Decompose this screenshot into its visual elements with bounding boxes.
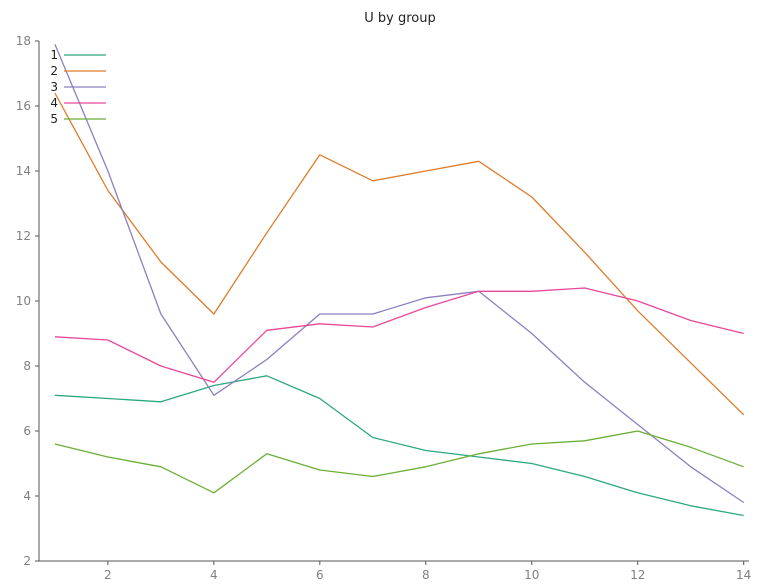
x-tick-label: 10	[524, 568, 539, 582]
series-group	[54, 44, 745, 517]
y-tick-label: 2	[23, 554, 31, 568]
legend-label-1: 1	[50, 48, 58, 62]
y-tick-label: 10	[16, 294, 31, 308]
y-tick-label: 6	[23, 424, 31, 438]
y-tick-label: 18	[16, 34, 31, 48]
legend-label-3: 3	[50, 80, 58, 94]
legend-label-5: 5	[50, 112, 58, 126]
chart-title: U by group	[364, 11, 435, 26]
y-tick-label: 12	[16, 229, 31, 243]
series-line-5	[54, 430, 744, 494]
series-line-3	[54, 44, 745, 504]
x-tick-label: 2	[104, 568, 112, 582]
x-tick-label: 14	[736, 568, 751, 582]
y-tick-label: 16	[16, 99, 31, 113]
series-line-2	[54, 92, 745, 416]
series-line-4	[54, 287, 744, 383]
y-tick-label: 8	[23, 359, 31, 373]
x-tick-label: 4	[210, 568, 218, 582]
y-tick-label: 14	[16, 164, 31, 178]
x-tick-label: 12	[630, 568, 645, 582]
x-tick-label: 8	[422, 568, 430, 582]
y-tick-label: 4	[23, 489, 31, 503]
series-line-1	[54, 375, 744, 517]
legend-label-2: 2	[50, 64, 58, 78]
x-tick-label: 6	[316, 568, 324, 582]
legend: 1 2 3 4 5	[50, 48, 106, 126]
legend-label-4: 4	[50, 96, 58, 110]
